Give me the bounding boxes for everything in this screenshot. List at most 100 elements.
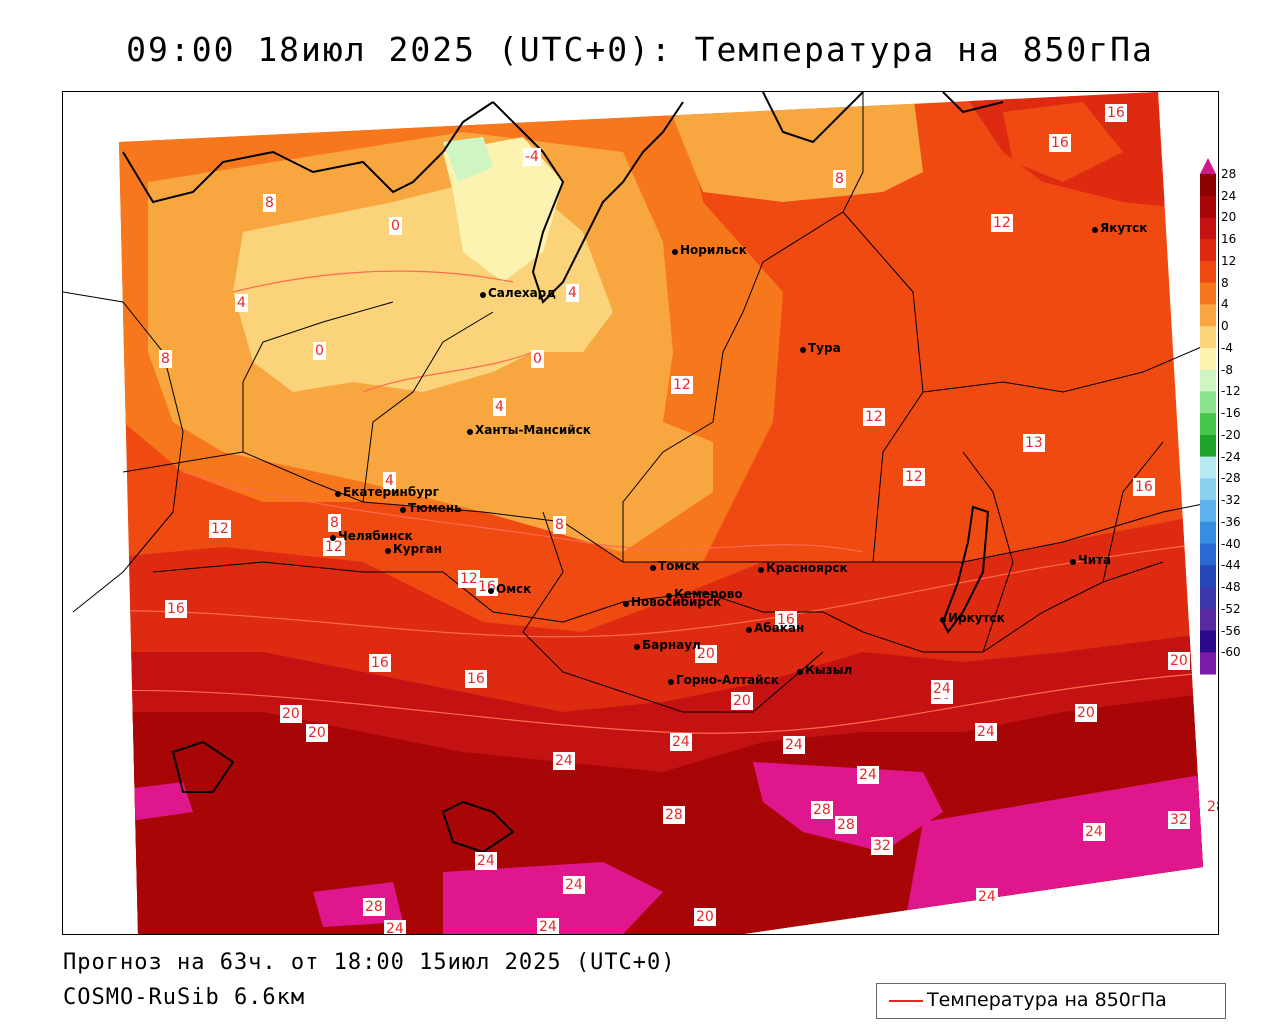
contour-label: 12: [671, 376, 693, 394]
colorbar-tick-label: -16: [1221, 406, 1241, 421]
contour-label: 20: [280, 705, 302, 723]
colorbar-tick-label: -48: [1221, 580, 1241, 595]
field-neg4: [443, 137, 493, 182]
city-label: Кызыл: [805, 663, 853, 677]
colorbar-tick-label: -44: [1221, 558, 1241, 573]
contour-label: 16: [1133, 478, 1155, 496]
map-canvas: [63, 92, 1218, 934]
contour-label: 12: [458, 570, 480, 588]
contour-label: 24: [670, 733, 692, 751]
colorbar-tick-label: 4: [1221, 297, 1229, 312]
city-label: Курган: [393, 542, 442, 556]
city-label: Чита: [1078, 553, 1112, 567]
city-marker: [1070, 559, 1076, 565]
city-marker: [650, 565, 656, 571]
contour-label: 24: [563, 876, 585, 894]
temperature-map: 16 16 8 12 8 -4 0 4 0 0 4 8 4 12 4 8 8 12 12 12 13 16 12 12 16 16…: [62, 91, 1219, 935]
contour-label: 8: [553, 516, 566, 534]
colorbar-segment: [1200, 456, 1216, 479]
contour-label: 32: [871, 837, 893, 855]
city-label: Челябинск: [338, 529, 413, 543]
colorbar-tick-label: 28: [1221, 167, 1237, 181]
city-label: Тюмень: [408, 501, 462, 515]
city-marker: [467, 429, 473, 435]
contour-label: 0: [531, 350, 544, 368]
contour-label: 12: [991, 214, 1013, 232]
city-label: Томск: [658, 559, 700, 573]
colorbar-top-arrow: [1200, 158, 1216, 174]
contour-label: 20: [695, 645, 717, 663]
colorbar-tick-label: 24: [1221, 188, 1237, 203]
city-marker: [758, 567, 764, 573]
colorbar-tick-label: -4: [1221, 340, 1233, 355]
colorbar-tick-label: -56: [1221, 623, 1241, 638]
colorbar-tick-label: -12: [1221, 384, 1241, 399]
contour-label: 24: [1083, 823, 1105, 841]
city-marker: [623, 601, 629, 607]
colorbar-tick-label: -28: [1221, 471, 1241, 486]
city-marker: [746, 627, 752, 633]
city-label: Новосибирск: [631, 595, 722, 609]
city-label: Иркутск: [948, 611, 1005, 625]
colorbar-segment: [1200, 347, 1216, 371]
contour-label: 28: [1205, 798, 1218, 816]
colorbar-tick-label: -20: [1221, 427, 1241, 442]
legend: Температура на 850гПа: [876, 983, 1226, 1019]
city-marker: [634, 644, 640, 650]
colorbar-tick-label: 0: [1221, 319, 1229, 334]
contour-label: 28: [663, 806, 685, 824]
contour-label: 20: [1075, 704, 1097, 722]
contour-label: 12: [863, 408, 885, 426]
city-marker: [480, 292, 486, 298]
contour-label: -4: [523, 148, 541, 166]
contour-label: 20: [306, 724, 328, 742]
contour-label: 24: [976, 888, 998, 906]
colorbar-segment: [1200, 260, 1216, 284]
contour-label: 4: [566, 284, 579, 302]
city-marker: [400, 507, 406, 513]
contour-label: 12: [903, 468, 925, 486]
city-marker: [800, 347, 806, 353]
colorbar-tick-label: -60: [1221, 645, 1241, 660]
contour-label: 12: [323, 538, 345, 556]
colorbar-segment: [1200, 630, 1216, 653]
contour-label: 24: [783, 736, 805, 754]
legend-line-swatch: [889, 1000, 923, 1002]
contour-label: 24: [931, 680, 953, 698]
contour-label: 16: [465, 670, 487, 688]
contour-label: 24: [384, 920, 406, 934]
contour-label: 4: [383, 472, 396, 490]
contour-label: 16: [1105, 104, 1127, 122]
colorbar-segment: [1200, 217, 1216, 240]
forecast-info: Прогноз на 63ч. от 18:00 15июл 2025 (UTC…: [63, 950, 676, 975]
colorbar-tick-label: 8: [1221, 275, 1229, 290]
colorbar-tick-label: -36: [1221, 514, 1241, 529]
contour-label: 24: [857, 766, 879, 784]
city-marker: [797, 669, 803, 675]
contour-label: 28: [811, 801, 833, 819]
colorbar-segment: [1200, 587, 1216, 610]
contour-label: 32: [1168, 811, 1190, 829]
contour-label: 24: [475, 852, 497, 870]
colorbar-segment: [1200, 500, 1216, 523]
colorbar-tick-label: 16: [1221, 232, 1237, 247]
colorbar-segment: [1200, 326, 1216, 349]
colorbar-tick-label: -32: [1221, 493, 1241, 508]
contour-label: 20: [731, 692, 753, 710]
colorbar-segment: [1200, 304, 1216, 327]
contour-label: 24: [553, 752, 575, 770]
colorbar-segment: [1200, 391, 1216, 414]
city-marker: [335, 491, 341, 497]
city-label: Горно-Алтайск: [676, 673, 779, 687]
city-label: Абакан: [754, 621, 805, 635]
contour-label: 16: [1049, 134, 1071, 152]
city-marker: [940, 617, 946, 623]
contour-label: 8: [159, 350, 172, 368]
colorbar-segment: [1200, 282, 1216, 305]
contour-label: 16: [476, 578, 498, 596]
contour-label: 20: [694, 908, 716, 926]
colorbar-tick-label: 12: [1221, 253, 1237, 268]
colorbar-segment: [1200, 413, 1216, 436]
contour-label: 16: [775, 611, 797, 629]
contour-label: 0: [313, 342, 326, 360]
